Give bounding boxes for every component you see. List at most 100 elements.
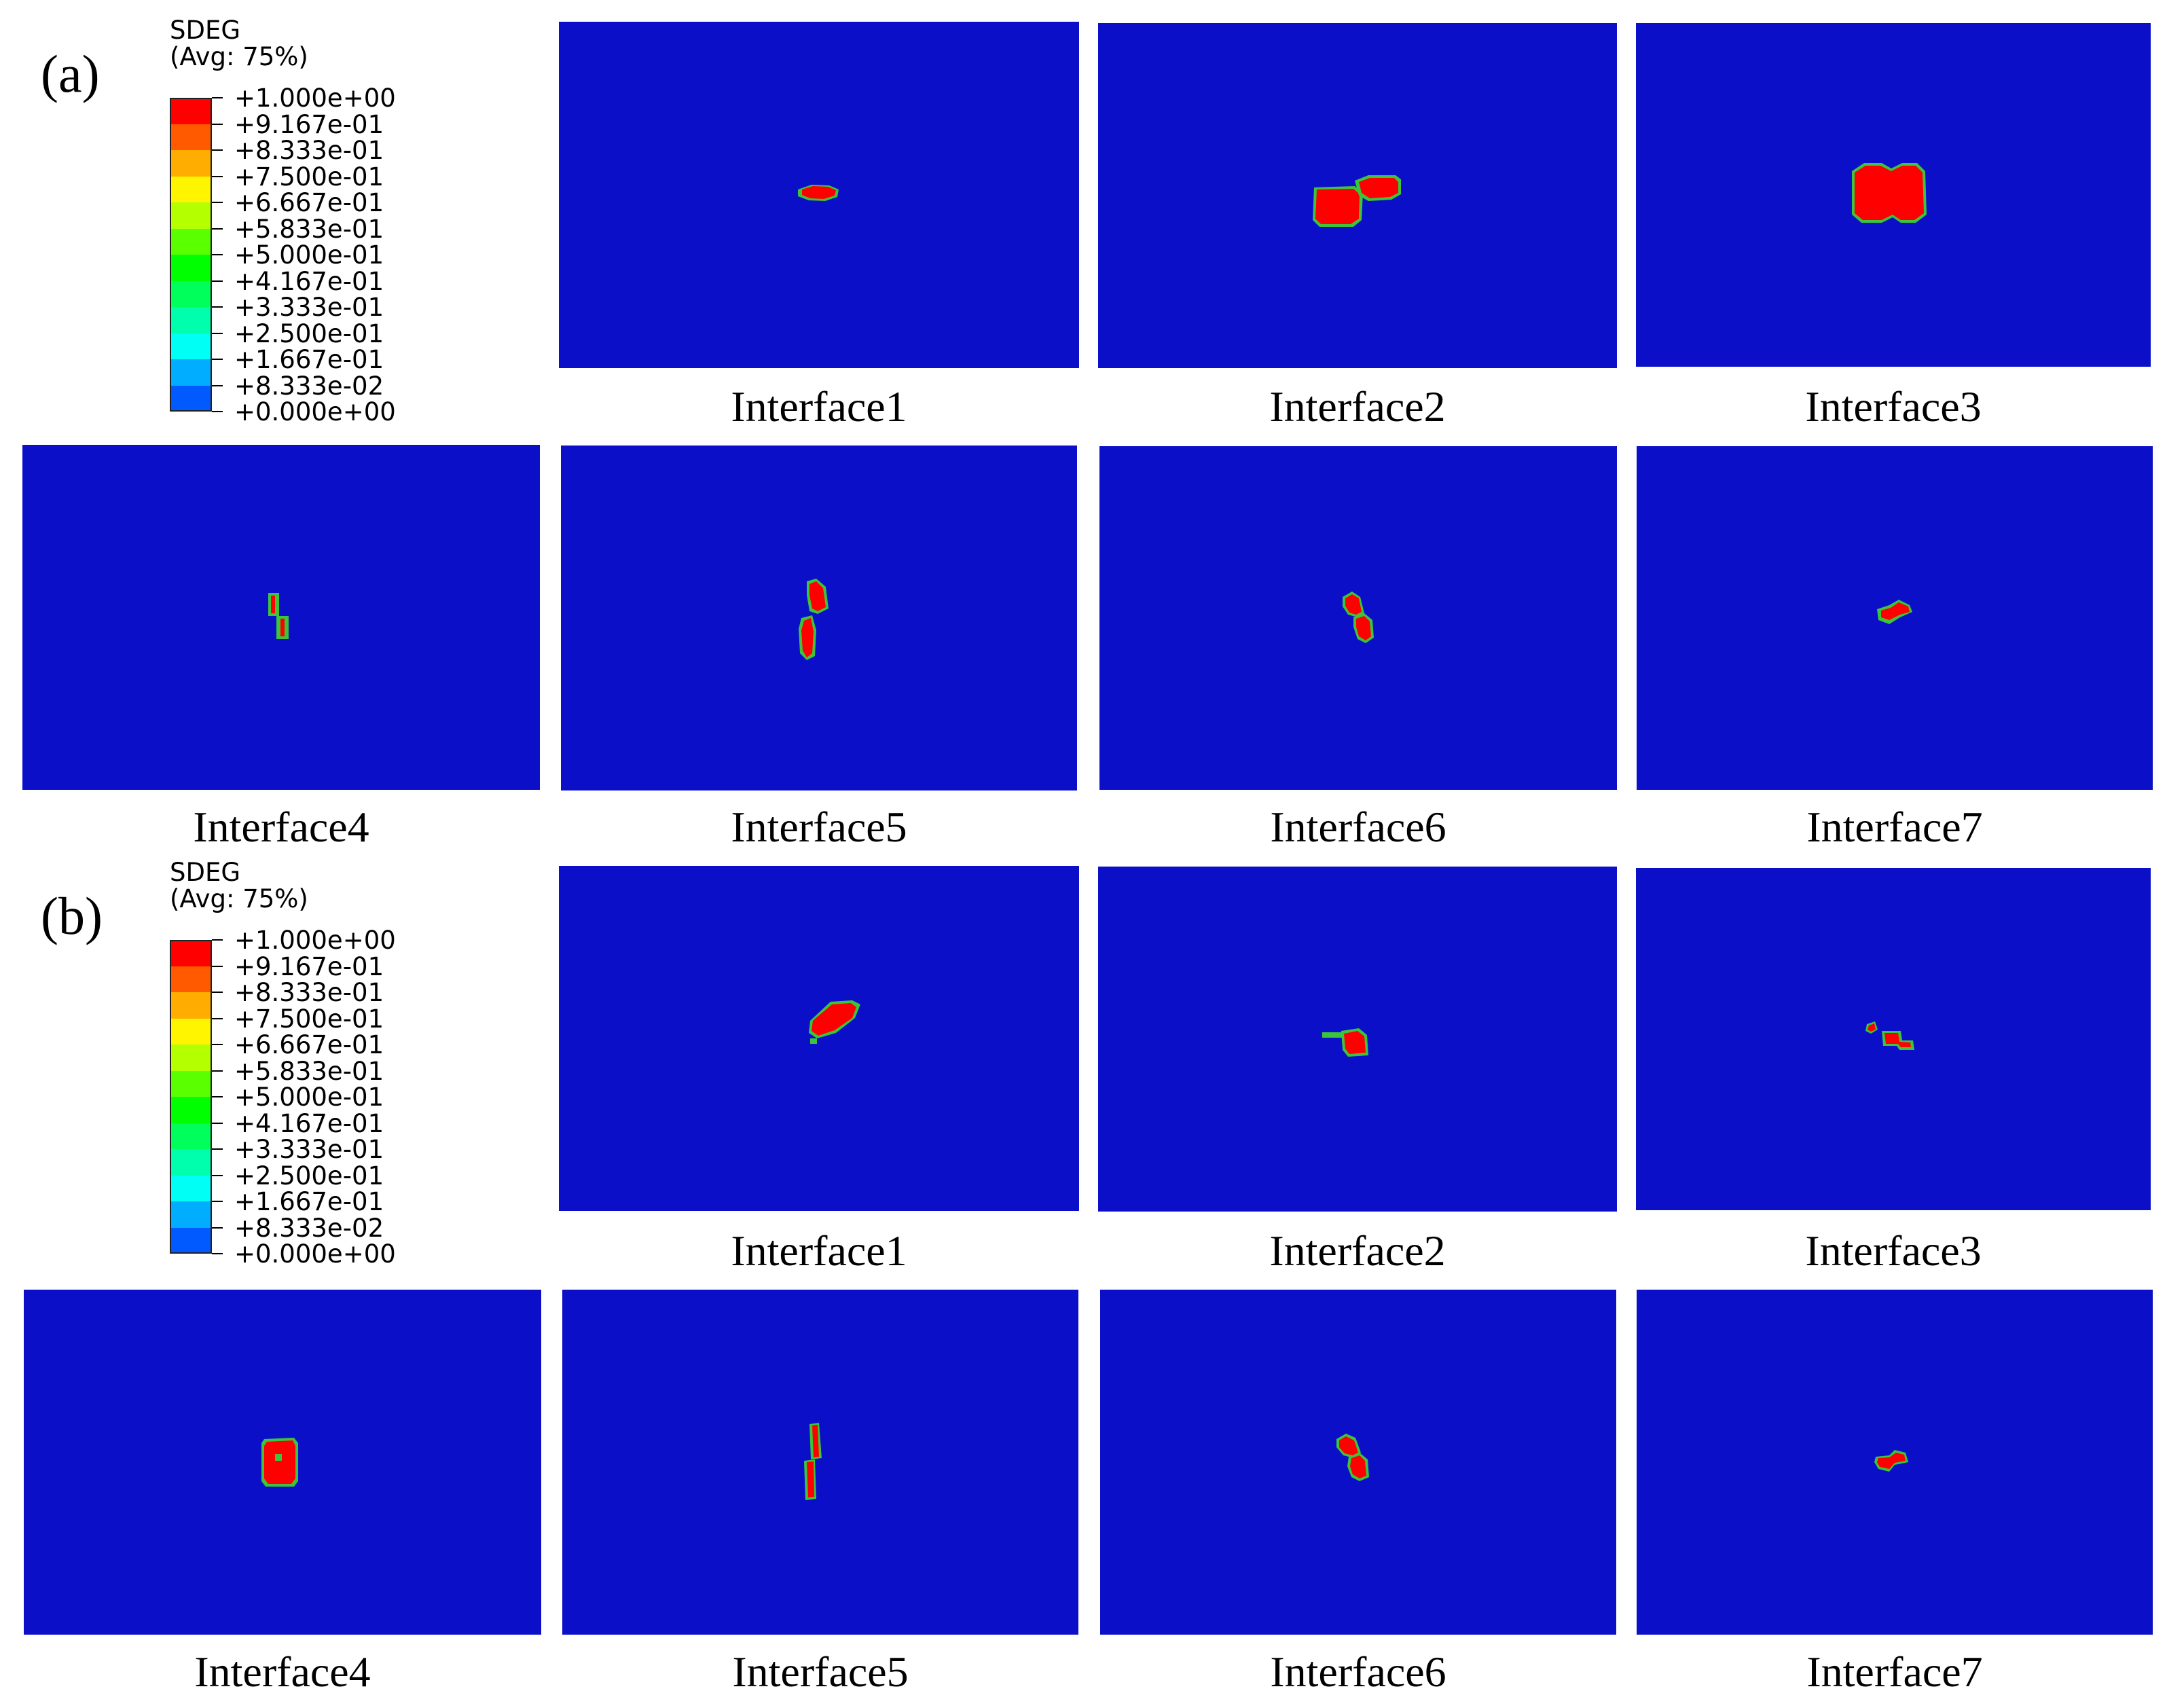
legend-tick	[212, 1044, 223, 1045]
legend-swatch	[170, 150, 212, 177]
legend-swatch	[170, 1044, 212, 1071]
damage-region	[1865, 1021, 1914, 1050]
legend-tick	[212, 359, 223, 360]
legend-swatch	[170, 176, 212, 202]
legend-swatch	[170, 1227, 212, 1254]
panel-caption: Interface3	[1805, 382, 1982, 431]
legend-value: +0.000e+00	[234, 1239, 396, 1269]
legend-tick	[212, 1070, 223, 1072]
legend-tick	[212, 97, 223, 98]
legend-value: +5.833e-01	[234, 214, 384, 244]
legend-swatch	[170, 255, 212, 281]
legend-swatch	[170, 1149, 212, 1176]
damage-region	[804, 1423, 822, 1500]
legend-swatch	[170, 280, 212, 307]
legend-tick	[212, 228, 223, 230]
legend-value: +4.167e-01	[234, 266, 384, 296]
panel-caption: Interface7	[1806, 1648, 1983, 1696]
legend-swatch	[170, 1097, 212, 1123]
damage-region	[268, 593, 289, 639]
legend-tick	[212, 1227, 223, 1229]
contour-panel-a-interface4	[22, 445, 540, 790]
legend-value: +2.500e-01	[234, 319, 384, 348]
legend-value: +4.167e-01	[234, 1108, 384, 1138]
legend-colorbar	[170, 97, 244, 437]
contour-panel-b-interface3	[1636, 868, 2151, 1210]
section-label-a: (a)	[41, 44, 100, 103]
legend-swatch	[170, 333, 212, 359]
legend-value: +6.667e-01	[234, 1030, 384, 1059]
legend-swatch	[170, 307, 212, 333]
contour-panel-a-interface5	[561, 446, 1077, 791]
damage-region	[1874, 1450, 1908, 1472]
contour-panel-a-interface3	[1636, 23, 2151, 367]
legend-tick	[212, 1174, 223, 1176]
legend-swatch	[170, 1070, 212, 1097]
contour-panel-a-interface1	[559, 22, 1079, 368]
legend-value: +0.000e+00	[234, 397, 396, 426]
section-label-b: (b)	[41, 886, 103, 945]
legend-tick	[212, 149, 223, 151]
legend-value: +7.500e-01	[234, 162, 384, 192]
contour-panel-a-interface7	[1637, 446, 2153, 790]
legend-tick	[212, 411, 223, 412]
damage-region	[1877, 600, 1912, 624]
legend-swatch	[170, 1201, 212, 1228]
damage-region	[809, 1000, 860, 1044]
legend-tick	[212, 254, 223, 255]
damage-region	[1313, 175, 1401, 227]
legend-value: +7.500e-01	[234, 1004, 384, 1034]
legend-swatch	[170, 385, 212, 412]
legend-tick	[212, 992, 223, 993]
legend-value: +8.333e-02	[234, 371, 384, 401]
panel-caption: Interface3	[1805, 1227, 1982, 1275]
legend-value: +8.333e-01	[234, 136, 384, 165]
damage-region	[799, 579, 828, 660]
contour-panel-b-interface7	[1637, 1290, 2153, 1635]
legend-swatch	[170, 992, 212, 1019]
legend-value: +5.000e-01	[234, 1083, 384, 1112]
panel-caption: Interface4	[193, 803, 369, 851]
legend-value: +9.167e-01	[234, 951, 384, 981]
legend-tick	[212, 280, 223, 282]
legend-value-list: +1.000e+00 +9.167e-01 +8.333e-01 +7.500e-01…	[234, 84, 520, 424]
legend-colorbar-frame	[170, 98, 212, 412]
legend-value: +3.333e-01	[234, 1135, 384, 1164]
legend-colorbar	[170, 939, 244, 1279]
legend-value-list: +1.000e+00 +9.167e-01 +8.333e-01 +7.500e-01…	[234, 926, 520, 1269]
legend-value: +6.667e-01	[234, 188, 384, 217]
legend-variable: SDEG	[170, 858, 241, 887]
legend-value: +1.667e-01	[234, 1187, 384, 1216]
damage-region	[1322, 1028, 1368, 1057]
panel-caption: Interface6	[1270, 803, 1446, 851]
contour-panel-b-interface2	[1098, 867, 1617, 1212]
legend-tick	[212, 939, 223, 941]
damage-region	[798, 185, 839, 201]
panel-caption: Interface5	[731, 803, 907, 851]
contour-panel-a-interface2	[1098, 23, 1617, 368]
legend-swatch	[170, 359, 212, 386]
legend-tick	[212, 1122, 223, 1124]
legend-value: +5.833e-01	[234, 1056, 384, 1086]
damage-region	[1343, 592, 1374, 643]
legend-variable: SDEG	[170, 16, 241, 45]
contour-panel-b-interface6	[1100, 1290, 1616, 1635]
legend-swatch	[170, 966, 212, 992]
legend-value: +3.333e-01	[234, 293, 384, 322]
legend-swatch	[170, 940, 212, 966]
legend-value: +5.000e-01	[234, 240, 384, 270]
legend-swatch	[170, 1175, 212, 1201]
legend-swatch	[170, 1018, 212, 1044]
legend-a: SDEG (Avg: 75%) +1.000e+00 +9.167e-01 +8.3…	[170, 16, 396, 424]
legend-value: +9.167e-01	[234, 109, 384, 139]
legend-swatch	[170, 228, 212, 255]
legend-tick	[212, 332, 223, 334]
panel-caption: Interface4	[194, 1648, 371, 1696]
panel-caption: Interface7	[1806, 803, 1983, 851]
legend-value: +1.000e+00	[234, 84, 396, 113]
legend-swatch	[170, 202, 212, 229]
contour-panel-b-interface4	[24, 1290, 541, 1635]
legend-tick	[212, 1017, 223, 1019]
legend-tick	[212, 123, 223, 125]
legend-averaging: (Avg: 75%)	[170, 41, 308, 71]
